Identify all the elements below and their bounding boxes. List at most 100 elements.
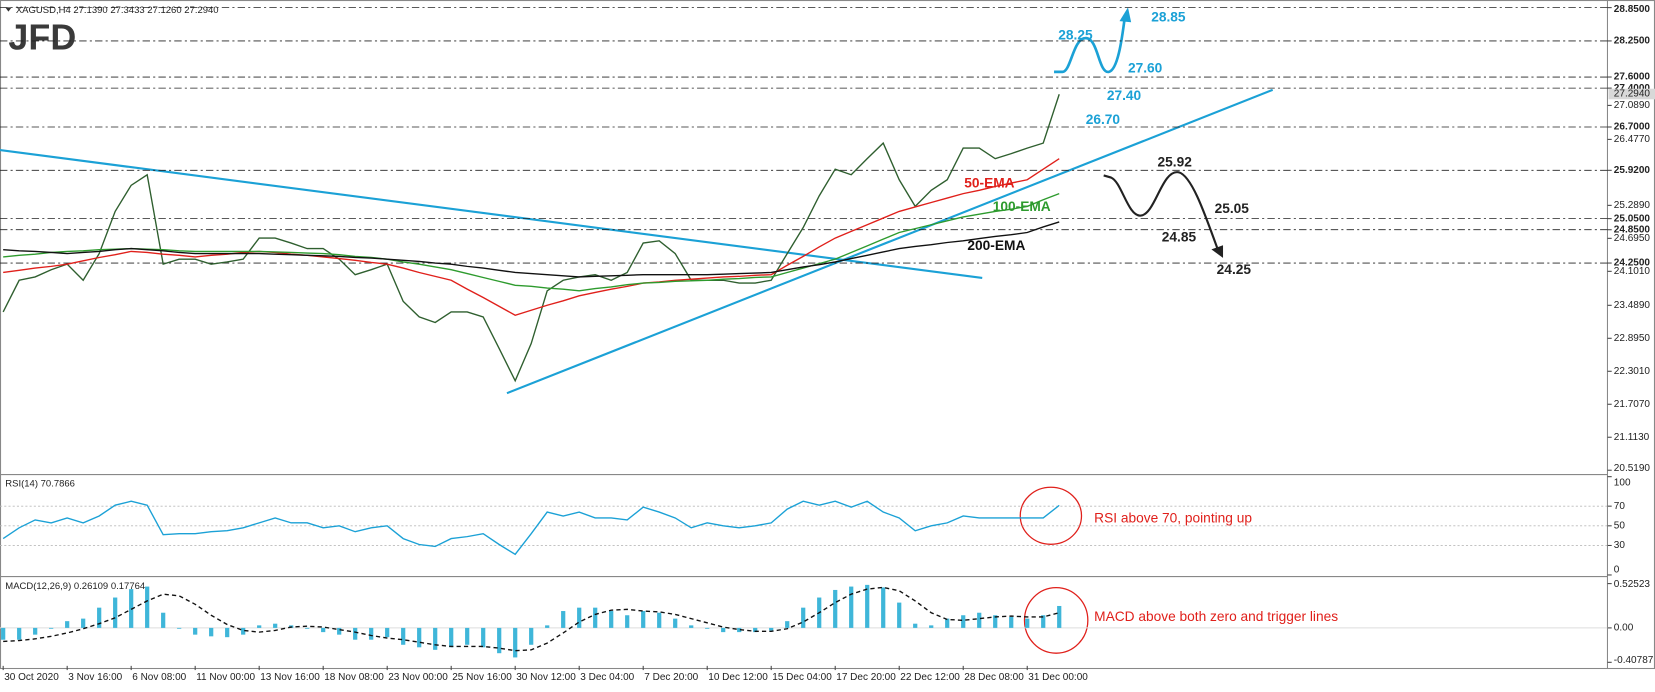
- macd-bar: [17, 627, 22, 640]
- y-tick-label: 27.0890: [1614, 100, 1651, 111]
- macd-bar: [897, 602, 902, 628]
- price-marker: [1608, 88, 1655, 100]
- macd-bar: [33, 627, 38, 635]
- ema-label: 200-EMA: [967, 238, 1025, 253]
- level-annotation: 24.85: [1162, 229, 1197, 244]
- macd-bar: [193, 627, 198, 635]
- macd-bar: [641, 611, 646, 628]
- y-tick-label: 24.2500: [1614, 258, 1651, 269]
- price-line: [2, 500, 1060, 556]
- macd-bar: [993, 615, 998, 628]
- indicator-note: RSI above 70, pointing up: [1094, 511, 1252, 526]
- macd-bar: [321, 627, 326, 633]
- macd-bar: [721, 627, 726, 633]
- x-tick-label: 17 Dec 20:00: [836, 672, 896, 683]
- x-tick-label: 3 Dec 04:00: [580, 672, 634, 683]
- level-annotation: 24.25: [1217, 262, 1252, 277]
- level-annotation: 28.85: [1151, 10, 1186, 25]
- macd-bar: [529, 627, 534, 645]
- macd-bar: [801, 607, 806, 628]
- trend-line: [0, 149, 983, 280]
- macd-bar: [353, 627, 358, 640]
- macd-bar: [1057, 605, 1062, 628]
- level-annotation: 27.60: [1128, 60, 1163, 75]
- y-tick-label: 25.9200: [1614, 165, 1651, 176]
- y-tick-label: 100: [1614, 478, 1631, 489]
- indicator-note: MACD above both zero and trigger lines: [1094, 609, 1338, 624]
- y-tick-label: 26.4770: [1614, 134, 1651, 145]
- x-tick-label: 7 Dec 20:00: [644, 672, 698, 683]
- macd-bar: [177, 627, 182, 629]
- macd-bar: [113, 597, 118, 628]
- y-tick-label: 28.8500: [1614, 4, 1651, 15]
- macd-bar: [305, 627, 310, 629]
- macd-bar: [561, 611, 566, 628]
- y-tick-label: 20.5190: [1614, 463, 1651, 474]
- price-line: [3, 221, 1060, 278]
- price-line: [3, 158, 1060, 316]
- x-tick-label: 31 Dec 00:00: [1028, 672, 1088, 683]
- macd-bar: [337, 627, 342, 635]
- x-tick-label: 3 Nov 16:00: [68, 672, 122, 683]
- y-tick-label: 70: [1614, 501, 1626, 512]
- ema-label: 100-EMA: [993, 199, 1051, 214]
- rsi-header: RSI(14) 70.7866: [5, 479, 75, 490]
- macd-bar: [593, 607, 598, 628]
- x-tick-label: 13 Nov 16:00: [260, 672, 320, 683]
- price-line: [2, 94, 1060, 383]
- x-tick-label: 15 Dec 04:00: [772, 672, 832, 683]
- macd-bar: [737, 627, 742, 633]
- macd-bar: [945, 618, 950, 628]
- y-tick-label: 21.1130: [1614, 432, 1650, 443]
- macd-bar: [689, 625, 694, 628]
- x-tick-label: 6 Nov 08:00: [132, 672, 186, 683]
- macd-bar: [849, 586, 854, 628]
- macd-bar: [961, 615, 966, 628]
- macd-bar: [977, 612, 982, 628]
- y-tick-label: 22.3010: [1614, 366, 1651, 377]
- y-tick-label: 24.8500: [1614, 224, 1651, 235]
- x-tick-label: 10 Dec 12:00: [708, 672, 768, 683]
- macd-bar: [1, 627, 6, 640]
- y-tick-label: 0.52523: [1614, 579, 1651, 590]
- x-tick-label: 22 Dec 12:00: [900, 672, 960, 683]
- macd-bar: [145, 586, 150, 628]
- y-tick-label: 0: [1614, 564, 1620, 575]
- macd-bar: [513, 627, 518, 658]
- macd-bar: [209, 627, 214, 637]
- macd-bar: [545, 625, 550, 628]
- y-tick-label: 25.0500: [1614, 213, 1651, 224]
- macd-bar: [65, 621, 70, 628]
- trend-line: [506, 88, 1274, 395]
- macd-bar: [609, 611, 614, 628]
- y-tick-label: 22.8950: [1614, 333, 1651, 344]
- x-tick-label: 18 Nov 08:00: [324, 672, 384, 683]
- y-tick-label: -0.40787: [1614, 655, 1654, 666]
- x-tick-label: 23 Nov 00:00: [388, 672, 448, 683]
- highlight-circle: [1019, 486, 1083, 545]
- macd-bar: [833, 589, 838, 628]
- level-annotation: 28.25: [1058, 28, 1093, 43]
- macd-bar: [449, 627, 454, 648]
- macd-bar: [481, 627, 486, 648]
- macd-bar: [225, 627, 230, 638]
- arrow-head: [1119, 7, 1132, 23]
- highlight-circle: [1023, 587, 1089, 654]
- frame: [0, 0, 1655, 670]
- y-tick-label: 28.2500: [1614, 36, 1651, 47]
- macd-bar: [929, 625, 934, 628]
- macd-bar: [769, 627, 774, 631]
- scenario-arrow: [1054, 16, 1127, 74]
- y-tick-label: 26.7000: [1614, 122, 1651, 133]
- symbol-header: XAGUSD,H4 27.1390 27.3433 27.1260 27.294…: [16, 5, 219, 16]
- macd-bar: [1041, 615, 1046, 628]
- y-tick-label: 21.7070: [1614, 399, 1651, 410]
- macd-bar: [465, 627, 470, 645]
- macd-bar: [625, 615, 630, 628]
- signal-line: [3, 586, 1060, 652]
- price-marker-label: 27.2940: [1614, 89, 1651, 100]
- level-annotation: 25.05: [1215, 201, 1250, 216]
- macd-bar: [401, 627, 406, 645]
- logo: JFD: [8, 17, 76, 58]
